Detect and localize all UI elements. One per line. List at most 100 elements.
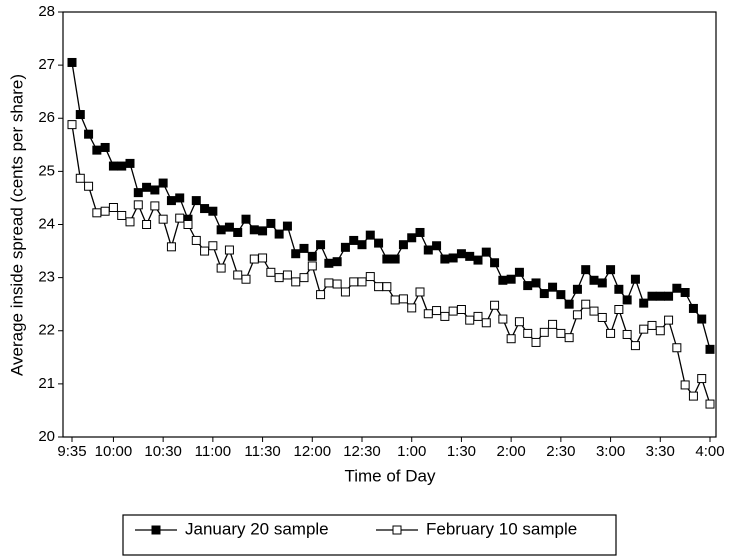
- x-tick-label: 9:35: [57, 443, 86, 460]
- y-tick-label: 22: [38, 322, 55, 339]
- data-point: [556, 328, 566, 338]
- data-point: [216, 263, 226, 273]
- data-point: [175, 213, 185, 223]
- data-point: [523, 328, 533, 338]
- y-tick-label: 21: [38, 375, 55, 392]
- data-point: [332, 279, 342, 289]
- data-point: [407, 303, 417, 313]
- data-point: [216, 225, 226, 235]
- data-point: [655, 326, 665, 336]
- x-tick-label: 10:30: [144, 443, 182, 460]
- data-point: [150, 201, 160, 211]
- data-point: [249, 254, 259, 264]
- data-point: [523, 281, 533, 291]
- data-point: [572, 310, 582, 320]
- data-point: [142, 220, 152, 229]
- y-tick-label: 26: [38, 109, 55, 126]
- data-point: [606, 265, 616, 275]
- data-point: [249, 225, 259, 235]
- x-tick-label: 3:00: [596, 443, 625, 460]
- data-point: [572, 284, 582, 294]
- data-point: [697, 374, 707, 384]
- data-point: [374, 238, 384, 248]
- data-point: [531, 278, 541, 288]
- data-point: [672, 283, 682, 293]
- data-point: [639, 298, 649, 308]
- data-point: [672, 343, 682, 353]
- data-point: [191, 235, 201, 245]
- data-point: [224, 222, 234, 232]
- y-tick-label: 25: [38, 162, 55, 179]
- x-tick-label: 1:00: [397, 443, 426, 460]
- data-point: [100, 142, 110, 152]
- data-point: [200, 204, 210, 214]
- data-point: [597, 278, 607, 288]
- data-point: [274, 229, 284, 239]
- data-point: [597, 312, 607, 322]
- data-point: [125, 158, 135, 168]
- data-point: [224, 245, 234, 255]
- plot-frame: [62, 11, 717, 438]
- y-tick-label: 27: [38, 56, 55, 73]
- data-point: [241, 274, 251, 284]
- data-point: [589, 306, 599, 316]
- data-point: [150, 185, 160, 195]
- data-point: [241, 214, 251, 224]
- data-point: [680, 380, 690, 390]
- data-point: [705, 399, 715, 409]
- data-point: [664, 315, 674, 325]
- data-point: [332, 257, 342, 267]
- data-point: [365, 230, 375, 240]
- data-point: [108, 161, 118, 171]
- data-point: [200, 246, 210, 256]
- y-axis-label: Average inside spread (cents per share): [7, 74, 26, 376]
- data-point: [415, 227, 425, 237]
- data-point: [705, 344, 715, 354]
- data-point: [92, 145, 102, 155]
- data-point: [622, 295, 632, 305]
- data-point: [581, 265, 591, 275]
- x-tick-label: 12:00: [294, 443, 332, 460]
- y-tick-label: 28: [38, 3, 55, 20]
- data-point: [440, 254, 450, 264]
- data-point: [589, 275, 599, 285]
- x-tick-label: 12:30: [343, 443, 381, 460]
- data-point: [688, 391, 698, 401]
- data-point: [125, 217, 135, 227]
- x-tick-label: 1:30: [447, 443, 476, 460]
- data-point: [133, 188, 143, 198]
- data-point: [258, 253, 268, 263]
- data-point: [680, 288, 690, 297]
- data-point: [316, 240, 326, 250]
- data-point: [382, 282, 392, 292]
- data-point: [357, 277, 367, 287]
- data-point: [108, 203, 118, 212]
- data-point: [266, 218, 276, 228]
- data-point: [606, 328, 616, 338]
- data-point: [100, 206, 110, 216]
- legend-box: [122, 514, 617, 556]
- data-point: [282, 270, 292, 280]
- data-point: [158, 214, 168, 224]
- x-tick-label: 10:00: [95, 443, 133, 460]
- data-point: [647, 320, 657, 330]
- data-point: [548, 319, 558, 329]
- data-point: [233, 227, 243, 237]
- data-point: [84, 129, 94, 139]
- data-point: [282, 221, 292, 231]
- data-point: [307, 261, 317, 271]
- data-point: [556, 290, 566, 300]
- data-point: [581, 299, 591, 309]
- legend-label: January 20 sample: [185, 519, 329, 538]
- data-point: [208, 241, 218, 251]
- data-point: [398, 240, 408, 250]
- data-point: [307, 251, 317, 261]
- data-point: [498, 275, 508, 285]
- data-point: [299, 243, 309, 253]
- x-tick-label: 11:00: [195, 443, 231, 460]
- data-point: [117, 161, 127, 171]
- data-point: [67, 57, 77, 67]
- data-point: [175, 193, 185, 203]
- series-line: [71, 124, 711, 405]
